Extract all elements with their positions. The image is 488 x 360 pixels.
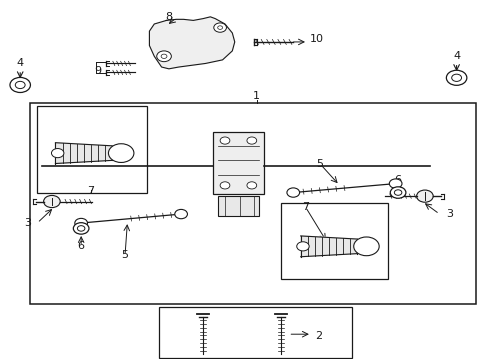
Text: 9: 9 bbox=[95, 66, 102, 76]
FancyBboxPatch shape bbox=[217, 196, 259, 216]
Text: 8: 8 bbox=[165, 12, 172, 22]
Circle shape bbox=[43, 195, 60, 208]
Circle shape bbox=[451, 74, 461, 81]
Circle shape bbox=[217, 26, 222, 30]
Polygon shape bbox=[300, 236, 357, 257]
Circle shape bbox=[77, 226, 85, 231]
Circle shape bbox=[388, 179, 401, 188]
Circle shape bbox=[51, 149, 64, 158]
Bar bbox=[281, 203, 387, 279]
Circle shape bbox=[220, 137, 229, 144]
Circle shape bbox=[416, 190, 432, 202]
Text: 4: 4 bbox=[452, 51, 459, 61]
Circle shape bbox=[296, 242, 308, 251]
FancyBboxPatch shape bbox=[212, 132, 264, 194]
Polygon shape bbox=[149, 17, 234, 69]
Circle shape bbox=[75, 219, 87, 228]
Circle shape bbox=[15, 81, 25, 89]
Text: 5: 5 bbox=[122, 250, 128, 260]
Circle shape bbox=[246, 182, 256, 189]
Circle shape bbox=[174, 210, 187, 219]
Circle shape bbox=[157, 51, 171, 62]
Text: 10: 10 bbox=[310, 35, 324, 44]
Circle shape bbox=[286, 188, 299, 197]
Circle shape bbox=[73, 223, 89, 234]
Circle shape bbox=[161, 54, 166, 58]
Circle shape bbox=[10, 77, 30, 93]
Circle shape bbox=[353, 237, 378, 256]
Text: 1: 1 bbox=[253, 91, 260, 101]
Text: 7: 7 bbox=[87, 186, 94, 196]
Circle shape bbox=[393, 190, 401, 195]
Bar bbox=[37, 107, 147, 193]
Circle shape bbox=[446, 70, 466, 85]
Text: 3: 3 bbox=[24, 218, 31, 228]
Text: 3: 3 bbox=[445, 209, 452, 219]
Circle shape bbox=[220, 182, 229, 189]
Text: 2: 2 bbox=[315, 331, 322, 341]
Text: 7: 7 bbox=[301, 202, 308, 212]
Circle shape bbox=[213, 23, 226, 32]
Polygon shape bbox=[55, 143, 112, 163]
Circle shape bbox=[108, 144, 134, 162]
Circle shape bbox=[246, 137, 256, 144]
Text: 5: 5 bbox=[316, 159, 323, 169]
Bar bbox=[30, 103, 475, 304]
Text: 4: 4 bbox=[17, 58, 24, 68]
Bar bbox=[159, 307, 351, 357]
Text: 6: 6 bbox=[78, 241, 84, 251]
Text: 6: 6 bbox=[394, 175, 401, 185]
Circle shape bbox=[389, 187, 405, 198]
